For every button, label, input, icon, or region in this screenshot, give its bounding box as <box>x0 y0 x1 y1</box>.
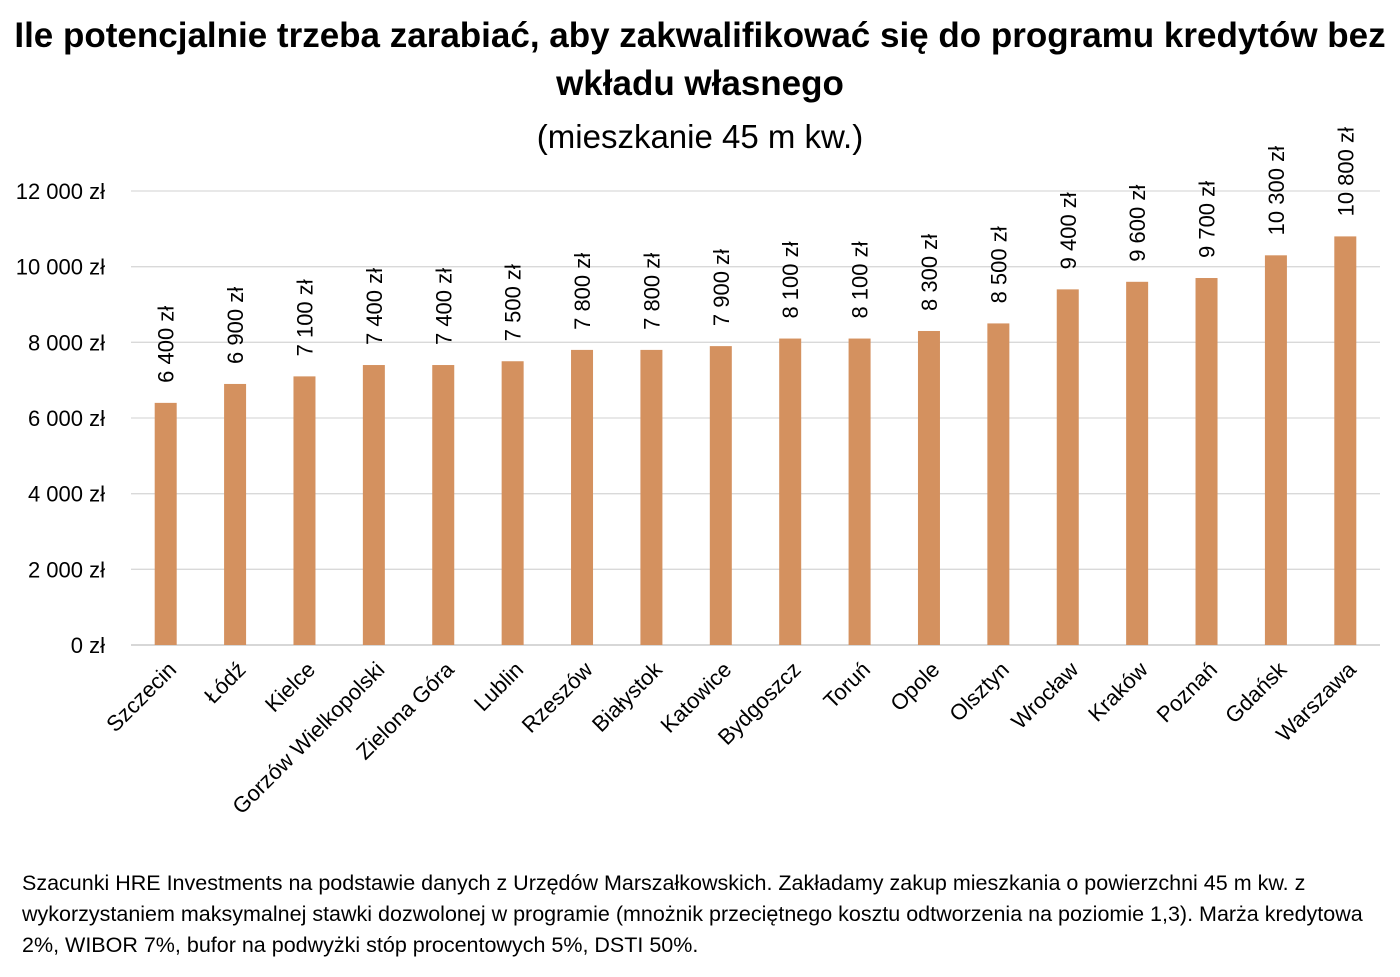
chart-footnote: Szacunki HRE Investments na podstawie da… <box>22 871 1363 957</box>
bar <box>154 402 177 645</box>
y-tick-label: 2 000 zł <box>28 557 105 582</box>
x-tick-label: Lublin <box>469 657 528 716</box>
y-tick-label: 10 000 zł <box>16 255 105 280</box>
x-tick-label: Łódź <box>199 657 250 708</box>
bar <box>1264 255 1287 646</box>
bar-value-label: 9 600 zł <box>1125 185 1150 262</box>
bar-value-label: 8 500 zł <box>986 226 1011 303</box>
bar-value-label: 7 900 zł <box>709 249 734 326</box>
bar <box>1126 281 1149 645</box>
chart-title: Ile potencjalnie trzeba zarabiać, aby za… <box>14 16 1386 103</box>
x-tick-label: Kielce <box>260 657 320 717</box>
x-tick-label: Wrocław <box>1006 657 1083 734</box>
bar <box>293 376 316 645</box>
bar <box>1334 236 1357 645</box>
bar <box>709 346 732 645</box>
bar-value-label: 8 300 zł <box>917 234 942 311</box>
bar-value-label: 6 400 zł <box>154 306 179 383</box>
x-tick-label: Poznań <box>1152 657 1222 727</box>
bar-chart: 0 zł 2 000 zł 4 000 zł 6 000 zł 8 000 zł 10 0… <box>16 127 1380 819</box>
bar <box>1056 289 1079 645</box>
bar <box>779 338 802 645</box>
bar-value-label: 6 900 zł <box>223 287 248 364</box>
bar <box>501 361 524 645</box>
bar <box>432 365 455 645</box>
bar <box>848 338 871 645</box>
bar <box>640 349 663 645</box>
x-tick-label: Szczecin <box>101 657 181 737</box>
x-tick-label: Kraków <box>1083 657 1153 727</box>
y-tick-label: 12 000 zł <box>16 179 105 204</box>
bar <box>362 365 385 645</box>
x-tick-label: Toruń <box>819 657 876 714</box>
y-tick-label: 0 zł <box>71 633 105 658</box>
bar <box>1195 278 1218 645</box>
bar-value-label: 7 800 zł <box>570 253 595 330</box>
bar-value-label: 7 100 zł <box>292 279 317 356</box>
x-tick-label: Opole <box>885 657 944 716</box>
bar-value-label: 10 300 zł <box>1264 146 1289 235</box>
bar-value-label: 8 100 zł <box>778 241 803 318</box>
bar-value-label: 7 400 zł <box>362 268 387 345</box>
bar-value-label: 10 800 zł <box>1333 127 1358 216</box>
y-tick-label: 4 000 zł <box>28 482 105 507</box>
bar-value-label: 7 500 zł <box>501 264 526 341</box>
bar-value-label: 9 700 zł <box>1195 181 1220 258</box>
y-tick-label: 8 000 zł <box>28 330 105 355</box>
bar <box>917 330 940 645</box>
bar-value-label: 9 400 zł <box>1056 192 1081 269</box>
bar-value-label: 7 400 zł <box>431 268 456 345</box>
chart-subtitle: (mieszkanie 45 m kw.) <box>536 118 864 155</box>
y-tick-label: 6 000 zł <box>28 406 105 431</box>
bar <box>571 349 594 645</box>
bar-value-label: 8 100 zł <box>848 241 873 318</box>
x-tick-label: Białystok <box>587 656 668 737</box>
bar <box>987 323 1010 645</box>
bar-value-label: 7 800 zł <box>639 253 664 330</box>
x-tick-label: Rzeszów <box>517 657 598 738</box>
x-tick-label: Olsztyn <box>944 657 1014 727</box>
bar <box>224 383 247 645</box>
